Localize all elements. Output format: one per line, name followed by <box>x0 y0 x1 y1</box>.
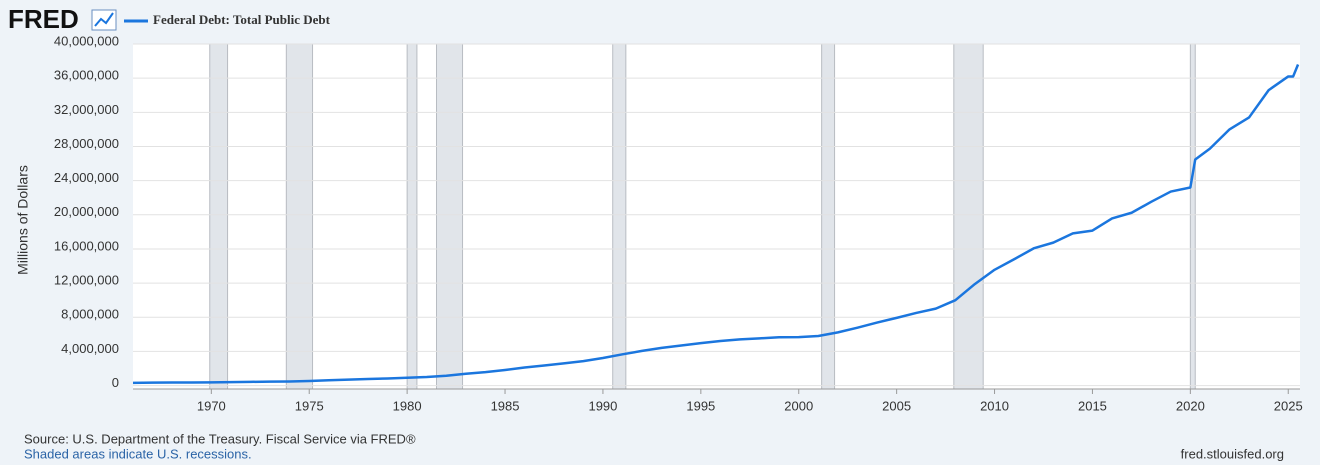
y-tick-label: 24,000,000 <box>54 170 119 185</box>
y-tick-label: 40,000,000 <box>54 33 119 48</box>
legend-label: Federal Debt: Total Public Debt <box>153 12 331 27</box>
x-tick-label: 1980 <box>393 398 422 413</box>
recession-note: Shaded areas indicate U.S. recessions. <box>24 446 252 461</box>
recession-band <box>435 43 464 390</box>
recession-band <box>406 43 418 390</box>
x-tick-label: 1990 <box>588 398 617 413</box>
site: fred.stlouisfed.org <box>1181 446 1284 461</box>
x-tick-label: 2010 <box>980 398 1009 413</box>
data-line <box>132 64 1300 385</box>
logo-icon <box>91 9 117 31</box>
recession-band <box>953 43 984 390</box>
y-tick-label: 36,000,000 <box>54 68 119 83</box>
x-tick-label: 2015 <box>1078 398 1107 413</box>
logo[interactable]: FRED <box>8 4 79 34</box>
x-tick-label: 2005 <box>882 398 911 413</box>
y-axis-label: Millions of Dollars <box>15 165 31 275</box>
recession-band <box>1189 43 1196 390</box>
y-tick-label: 8,000,000 <box>61 307 119 322</box>
y-tick-label: 20,000,000 <box>54 204 119 219</box>
y-tick-label: 4,000,000 <box>61 341 119 356</box>
recession-band <box>821 43 836 390</box>
y-tick-label: 28,000,000 <box>54 136 119 151</box>
recession-band <box>612 43 627 390</box>
y-tick-label: 0 <box>112 375 119 390</box>
recession-band <box>209 43 229 390</box>
x-tick-label: 1995 <box>686 398 715 413</box>
plot-area <box>133 44 1300 389</box>
x-tick-label: 2025 <box>1274 398 1303 413</box>
y-tick-label: 16,000,000 <box>54 238 119 253</box>
y-tick-label: 32,000,000 <box>54 102 119 117</box>
x-tick-label: 2000 <box>784 398 813 413</box>
x-tick-label: 1985 <box>491 398 520 413</box>
x-tick-label: 1975 <box>295 398 324 413</box>
y-tick-label: 12,000,000 <box>54 273 119 288</box>
x-tick-label: 2020 <box>1176 398 1205 413</box>
x-tick-label: 1970 <box>197 398 226 413</box>
source: Source: U.S. Department of the Treasury.… <box>24 431 416 446</box>
recession-band <box>285 43 314 390</box>
